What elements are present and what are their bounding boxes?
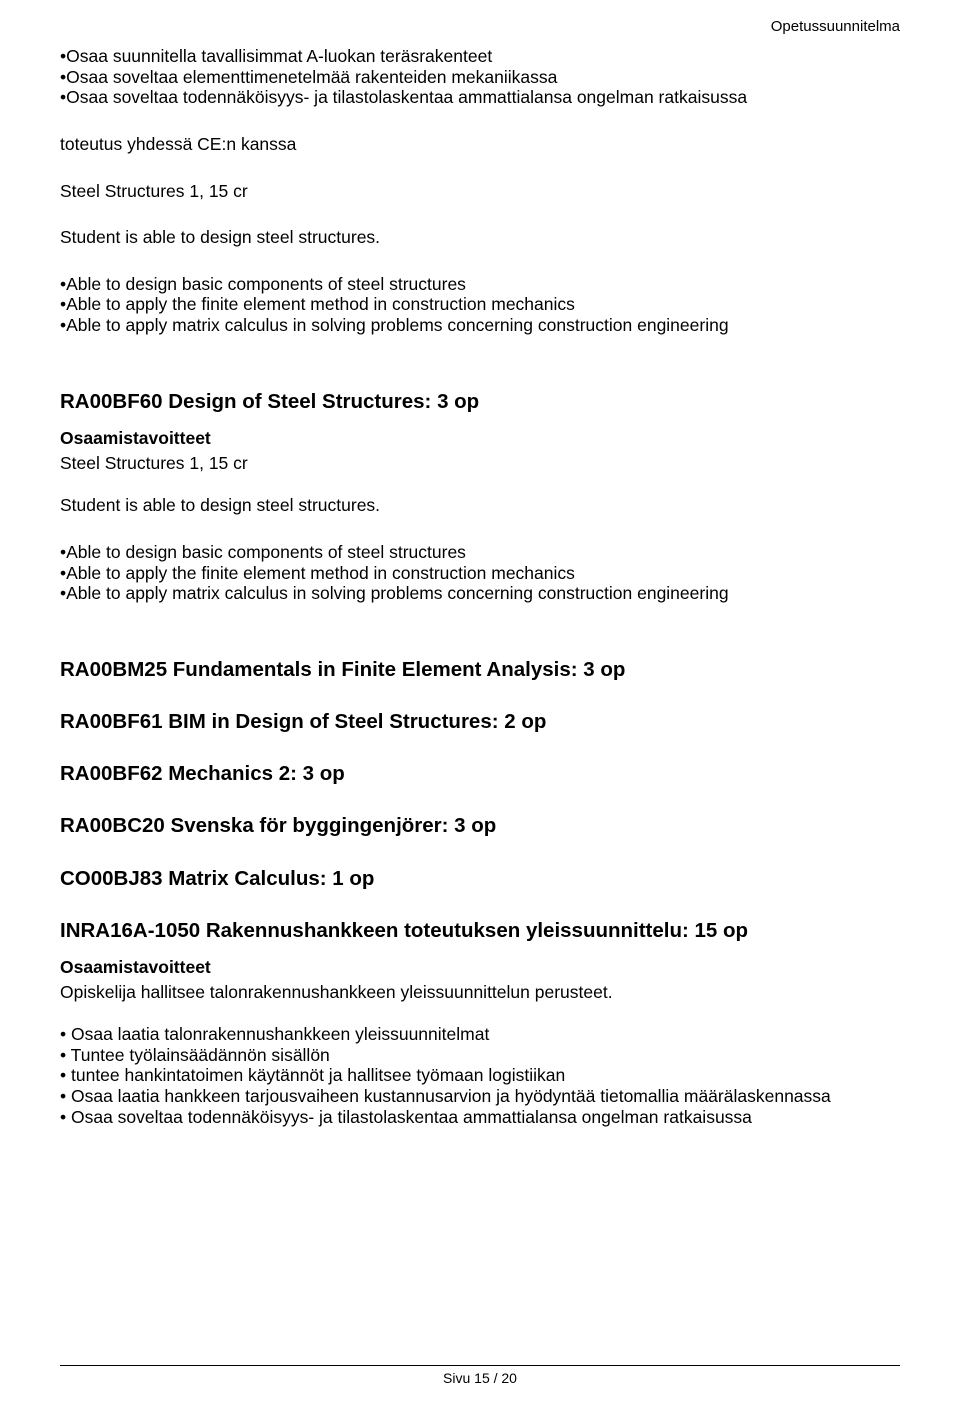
header-label: Opetussuunnitelma (771, 18, 900, 36)
text-line: toteutus yhdessä CE:n kanssa (60, 134, 900, 155)
bullet-item: • Osaa soveltaa todennäköisyys- ja tilas… (60, 1107, 900, 1128)
page: Opetussuunnitelma •Osaa suunnitella tava… (0, 0, 960, 1409)
bullet-item: •Able to design basic components of stee… (60, 274, 900, 295)
bullet-item: • Osaa laatia talonrakennushankkeen ylei… (60, 1024, 900, 1045)
steel-bullets: •Able to design basic components of stee… (60, 274, 900, 336)
course-heading: RA00BF60 Design of Steel Structures: 3 o… (60, 390, 900, 414)
c1-desc-block: Student is able to design steel structur… (60, 495, 900, 516)
steel-desc-block: Student is able to design steel structur… (60, 227, 900, 248)
bullet-item: • Tuntee työlainsäädännön sisällön (60, 1045, 900, 1066)
page-footer: Sivu 15 / 20 (60, 1365, 900, 1387)
course-heading: RA00BC20 Svenska för byggingenjörer: 3 o… (60, 814, 900, 838)
bullet-item: •Osaa soveltaa elementtimenetelmää raken… (60, 67, 900, 88)
c7-desc: Opiskelija hallitsee talonrakennushankke… (60, 982, 900, 1003)
text-line: Student is able to design steel structur… (60, 227, 900, 248)
subheading-osaam: Osaamistavoitteet (60, 428, 900, 449)
bullet-item: •Able to apply the finite element method… (60, 563, 900, 584)
course-heading: RA00BF61 BIM in Design of Steel Structur… (60, 710, 900, 734)
bullet-item: •Able to apply matrix calculus in solvin… (60, 583, 900, 604)
bullet-item: •Able to apply the finite element method… (60, 294, 900, 315)
text-line: Steel Structures 1, 15 cr (60, 453, 900, 474)
course-heading: CO00BJ83 Matrix Calculus: 1 op (60, 867, 900, 891)
bullet-item: • Osaa laatia hankkeen tarjousvaiheen ku… (60, 1086, 900, 1107)
text-line: Opiskelija hallitsee talonrakennushankke… (60, 982, 900, 1003)
bullet-item: •Able to design basic components of stee… (60, 542, 900, 563)
course-heading: RA00BM25 Fundamentals in Finite Element … (60, 658, 900, 682)
c1-title-block: Steel Structures 1, 15 cr (60, 453, 900, 474)
intro-bullets: •Osaa suunnitella tavallisimmat A-luokan… (60, 46, 900, 108)
intro-line: toteutus yhdessä CE:n kanssa (60, 134, 900, 155)
bullet-item: • tuntee hankintatoimen käytännöt ja hal… (60, 1065, 900, 1086)
text-line: Steel Structures 1, 15 cr (60, 181, 900, 202)
steel-title-block: Steel Structures 1, 15 cr (60, 181, 900, 202)
bullet-item: •Osaa suunnitella tavallisimmat A-luokan… (60, 46, 900, 67)
c7-bullets: • Osaa laatia talonrakennushankkeen ylei… (60, 1024, 900, 1127)
page-number: Sivu 15 / 20 (443, 1370, 517, 1386)
bullet-item: •Able to apply matrix calculus in solvin… (60, 315, 900, 336)
course-heading: RA00BF62 Mechanics 2: 3 op (60, 762, 900, 786)
text-line: Student is able to design steel structur… (60, 495, 900, 516)
c1-bullets: •Able to design basic components of stee… (60, 542, 900, 604)
bullet-item: •Osaa soveltaa todennäköisyys- ja tilast… (60, 87, 900, 108)
subheading-osaam: Osaamistavoitteet (60, 957, 900, 978)
course-heading: INRA16A-1050 Rakennushankkeen toteutukse… (60, 919, 900, 943)
